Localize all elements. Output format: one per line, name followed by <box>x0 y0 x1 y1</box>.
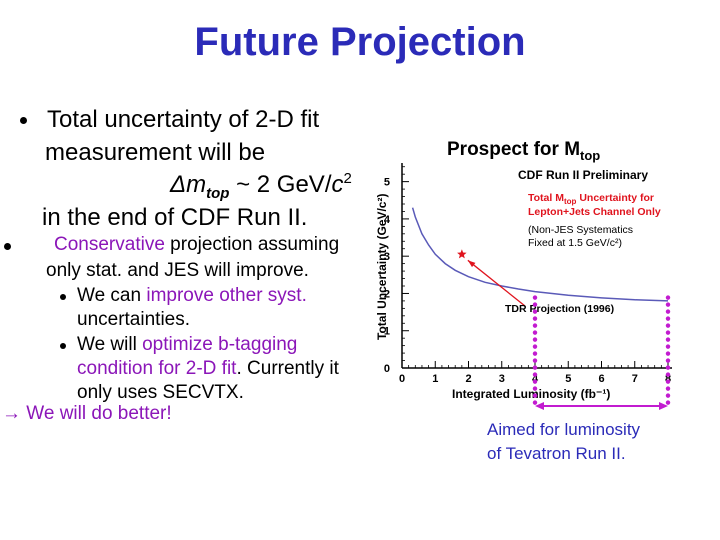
range-dot <box>532 302 538 307</box>
x-tick-label: 3 <box>499 373 505 385</box>
range-dot <box>532 337 538 342</box>
sub2-line3: only uses SECVTX. <box>77 382 244 403</box>
bullet2-rest: projection assuming <box>164 234 340 255</box>
range-dot <box>665 316 671 321</box>
range-dot <box>665 351 671 356</box>
approx-value: ~ 2 GeV/ <box>229 171 332 198</box>
range-dot <box>665 393 671 398</box>
range-dot <box>665 379 671 384</box>
range-dot <box>665 302 671 307</box>
legend-line3: (Non-JES Systematics <box>528 224 633 236</box>
delta-m-label: Δm <box>170 171 207 198</box>
range-dot <box>665 365 671 370</box>
tdr-arrow-line <box>467 259 526 307</box>
range-dot <box>665 330 671 335</box>
sub2-line2: condition for 2-D fit. Currently it <box>77 358 339 380</box>
chart-subtitle: CDF Run II Preliminary <box>518 168 648 182</box>
range-dot <box>665 337 671 342</box>
range-dot <box>665 358 671 363</box>
conservative-highlight: Conservative <box>54 234 165 255</box>
tdr-annotation: TDR Projection (1996) <box>505 303 614 315</box>
condition-highlight: condition for 2-D fit <box>77 358 237 379</box>
tdr-projection-marker <box>457 249 526 307</box>
x-tick-label: 6 <box>598 373 604 385</box>
luminosity-range-marker <box>532 295 671 410</box>
bullet-dot <box>60 294 66 300</box>
page-title: Future Projection <box>194 20 526 64</box>
range-dot <box>665 400 671 405</box>
range-dot <box>532 365 538 370</box>
y-tick-label: 2 <box>384 288 390 300</box>
uncertainty-curve <box>411 207 669 302</box>
y-tick-label: 4 <box>384 214 391 226</box>
y-tick-label: 0 <box>384 363 390 375</box>
tdr-arrow-head <box>467 260 476 268</box>
legend-line1: Total Mtop Uncertainty for <box>528 192 654 206</box>
bullet2-line2: only stat. and JES will improve. <box>46 260 309 281</box>
range-dot <box>532 379 538 384</box>
y-tick-label: 5 <box>384 177 390 189</box>
x-tick-label: 2 <box>465 373 471 385</box>
range-dot <box>532 330 538 335</box>
sub2-prefix: We will <box>77 334 143 355</box>
y-axis-label: Total Uncertainty (GeV/c²) <box>375 194 389 340</box>
caption-line1: Aimed for luminosity <box>487 420 641 439</box>
chart-title: Prospect for Mtop <box>447 139 600 163</box>
x-axis-label: Integrated Luminosity (fb⁻¹) <box>452 387 610 401</box>
conclusion-text: → We will do better! <box>2 403 172 424</box>
range-dot <box>532 400 538 405</box>
x-tick-label: 5 <box>565 373 571 385</box>
bullet1-line4: in the end of CDF Run II. <box>42 204 308 231</box>
range-dot <box>532 386 538 391</box>
range-dot <box>532 295 538 300</box>
sub2-line1: We will optimize b-tagging <box>77 334 297 356</box>
x-tick-label: 1 <box>432 373 438 385</box>
x-tick-label: 0 <box>399 373 405 385</box>
c-symbol: c <box>331 171 344 198</box>
y-tick-label: 1 <box>384 326 390 338</box>
x-tick-label: 8 <box>665 373 671 385</box>
range-dot <box>532 358 538 363</box>
squared-superscript: 2 <box>343 170 352 187</box>
sub1-line2: uncertainties. <box>77 309 191 330</box>
bullet1-line3: Δmtop ~ 2 GeV/c2 <box>170 170 352 202</box>
range-dot <box>665 372 671 377</box>
y-tick-label: 3 <box>384 251 390 263</box>
range-dot <box>665 323 671 328</box>
x-tick-label: 4 <box>532 373 539 385</box>
top-subscript: top <box>206 184 230 202</box>
chart-title-sub: top <box>580 148 600 163</box>
improve-highlight: improve other syst. <box>146 285 307 306</box>
bullet-dot <box>4 243 11 250</box>
range-dot <box>532 372 538 377</box>
tick-labels: 0 1 2 3 4 5 6 7 8 0 1 2 3 4 5 <box>384 177 671 385</box>
range-dot <box>532 323 538 328</box>
range-dot <box>532 344 538 349</box>
range-dot <box>665 386 671 391</box>
caption-line2: of Tevatron Run II. <box>487 444 626 463</box>
range-dot <box>532 393 538 398</box>
sub1-line1: We can improve other syst. <box>77 285 307 307</box>
sub2-line2-rest: . Currently it <box>236 358 339 379</box>
bullet2-line1: Conservative projection assuming <box>54 234 339 256</box>
bullet-dot <box>20 117 27 124</box>
legend-line4: Fixed at 1.5 GeV/c²) <box>528 237 622 249</box>
range-arrow-right-head <box>659 402 668 410</box>
tdr-star <box>457 249 467 259</box>
x-tick-label: 7 <box>632 373 638 385</box>
bullet1-line2: measurement will be <box>45 139 266 166</box>
range-dot <box>532 316 538 321</box>
range-dot <box>532 309 538 314</box>
sub1-prefix: We can <box>77 285 147 306</box>
legend-line2: Lepton+Jets Channel Only <box>528 206 661 218</box>
range-dot <box>532 351 538 356</box>
bullet1-line1: Total uncertainty of 2-D fit <box>47 106 320 133</box>
optimize-highlight: optimize b-tagging <box>142 334 298 355</box>
bullet-dot <box>60 343 66 349</box>
range-dot <box>665 295 671 300</box>
range-dot <box>665 344 671 349</box>
range-dot <box>665 309 671 314</box>
range-arrow-left-head <box>535 402 544 410</box>
